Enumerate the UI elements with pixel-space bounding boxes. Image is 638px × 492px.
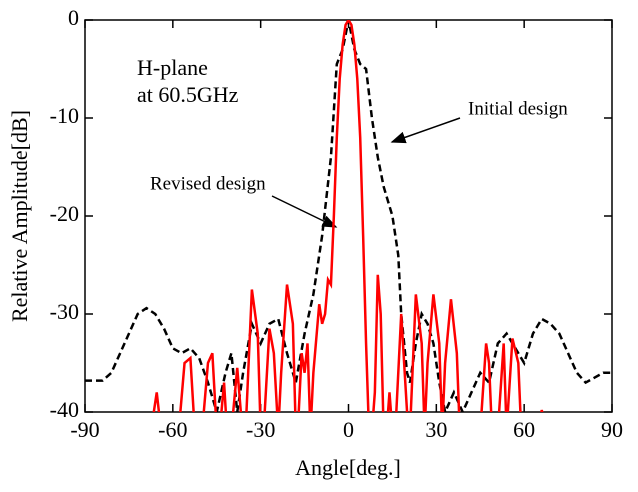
arrow bbox=[390, 117, 461, 144]
x-tick-label: 90 bbox=[601, 417, 623, 442]
annotation: at 60.5GHz bbox=[137, 82, 239, 107]
y-tick-label: 0 bbox=[68, 5, 79, 30]
x-tick-label: 60 bbox=[513, 417, 535, 442]
x-tick-label: -60 bbox=[158, 417, 187, 442]
y-tick-label: -40 bbox=[50, 397, 79, 422]
x-tick-label: 30 bbox=[425, 417, 447, 442]
y-tick-label: -10 bbox=[50, 103, 79, 128]
annotation: Initial design bbox=[468, 98, 568, 119]
annotation: Revised design bbox=[150, 173, 266, 194]
y-tick-label: -20 bbox=[50, 201, 79, 226]
annotation: H-plane bbox=[137, 55, 208, 80]
x-axis-label: Angle[deg.] bbox=[295, 455, 401, 480]
y-axis-label: Relative Amplitude[dB] bbox=[7, 110, 32, 322]
x-tick-label: -30 bbox=[246, 417, 275, 442]
x-tick-label: 0 bbox=[343, 417, 354, 442]
x-tick-label: -90 bbox=[70, 417, 99, 442]
y-tick-label: -30 bbox=[50, 299, 79, 324]
series-line bbox=[152, 20, 544, 412]
arrow bbox=[271, 195, 338, 228]
